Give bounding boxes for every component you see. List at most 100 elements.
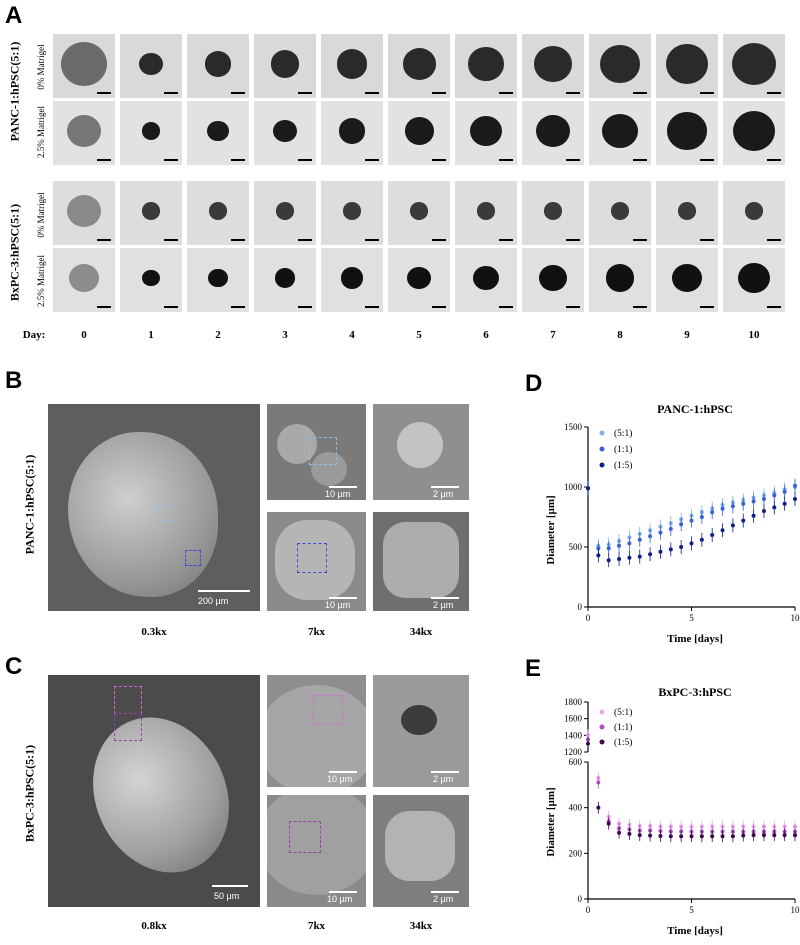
- x-tick-label: 10: [791, 613, 800, 623]
- spheroid-shape: [138, 52, 164, 76]
- panel-b-row-label: PANC-1:hPSC(5:1): [22, 454, 37, 555]
- sem-c-right-bottom: 2 µm: [373, 795, 469, 907]
- timelapse-image: [321, 248, 383, 312]
- timelapse-image: [723, 181, 785, 245]
- scale-bar: [566, 92, 580, 94]
- data-point: [793, 497, 797, 501]
- data-point: [668, 527, 673, 531]
- data-point: [720, 528, 725, 533]
- timelapse-image: [53, 181, 115, 245]
- scale-bar: [566, 159, 580, 161]
- chart-d-marks: [586, 478, 797, 568]
- spheroid-shape: [468, 47, 504, 81]
- spheroid-shape: [671, 263, 703, 293]
- spheroid-shape: [67, 194, 101, 228]
- panel-label-c: C: [5, 653, 23, 680]
- data-point: [761, 833, 766, 838]
- panel-c-mag-3: 34kx: [409, 920, 433, 932]
- data-point: [782, 501, 787, 506]
- spheroid-shape: [407, 266, 431, 290]
- sem-b-mid-bottom: 10 µm: [267, 512, 366, 611]
- timelapse-image: [53, 101, 115, 165]
- data-point: [586, 741, 590, 746]
- day-label: 1: [148, 329, 154, 341]
- data-point: [751, 833, 756, 838]
- day-label: 10: [748, 329, 760, 341]
- scale-bar: [767, 239, 781, 241]
- sem-c-right-bottom-scale-label: 2 µm: [433, 894, 454, 904]
- panel-b-mag-1: 0.3kx: [141, 626, 167, 638]
- data-point: [689, 541, 694, 546]
- timelapse-image: [187, 101, 249, 165]
- timelapse-image: [120, 101, 182, 165]
- scale-bar: [432, 159, 446, 161]
- timelapse-image: [656, 101, 718, 165]
- scale-bar: [700, 239, 714, 241]
- scale-bar: [365, 239, 379, 241]
- spheroid-shape: [601, 113, 639, 149]
- x-tick-label: 10: [791, 905, 800, 915]
- spheroid-shape: [410, 202, 428, 220]
- sem-c-inset-box-2: [114, 713, 142, 741]
- data-point: [710, 834, 715, 839]
- chart-d-ylabel: Diameter [µm]: [545, 495, 557, 564]
- data-point: [761, 497, 766, 501]
- data-point: [668, 547, 673, 552]
- scale-bar: [97, 239, 111, 241]
- legend-entry: (5:1): [614, 428, 632, 439]
- sem-c-main: 50 µm: [48, 675, 260, 907]
- timelapse-image: [388, 248, 450, 312]
- chart-e-title: BxPC-3:hPSC: [658, 685, 731, 699]
- chart-d-axes: 0 500 1000 1500 0 5 10: [564, 422, 800, 623]
- day-label: 3: [282, 329, 288, 341]
- scale-bar: [432, 92, 446, 94]
- day-axis-label: Day:: [22, 329, 46, 341]
- scale-bar: [164, 159, 178, 161]
- day-label: 4: [349, 329, 355, 341]
- spheroid-shape: [678, 202, 696, 220]
- data-point: [648, 552, 653, 557]
- legend-marker: [599, 462, 605, 468]
- data-point: [637, 554, 642, 559]
- scale-bar: [499, 92, 513, 94]
- data-point: [741, 501, 746, 506]
- data-point: [751, 499, 756, 504]
- spheroid-shape: [745, 202, 763, 220]
- data-point: [658, 833, 663, 838]
- timelapse-image: [388, 34, 450, 98]
- spheroid-shape: [600, 45, 640, 83]
- spheroid-shape: [204, 51, 232, 77]
- timelapse-image: [455, 101, 517, 165]
- timelapse-image: [455, 248, 517, 312]
- timelapse-image: [522, 181, 584, 245]
- data-point: [606, 546, 611, 551]
- data-point: [648, 833, 653, 838]
- data-point: [730, 834, 735, 839]
- timelapse-image: [321, 34, 383, 98]
- data-point: [720, 834, 725, 839]
- sem-b-right-bottom-scalebar: [431, 597, 459, 599]
- sem-c-mid-bottom-scale-label: 10 µm: [327, 894, 353, 904]
- sem-c-inset-box-1: [114, 686, 142, 714]
- sem-c-right-top-scale-label: 2 µm: [433, 774, 454, 784]
- chart-e-legend: (5:1) (1:1) (1:5): [599, 707, 632, 748]
- scale-bar: [633, 239, 647, 241]
- scale-bar: [767, 306, 781, 308]
- sem-b-mid-bottom-inset: [297, 543, 327, 573]
- data-point: [782, 489, 787, 494]
- panel-c-row-label: BxPC-3:hPSC(5:1): [22, 744, 37, 843]
- day-label: 6: [483, 329, 489, 341]
- sem-c-right-top: 2 µm: [373, 675, 469, 787]
- data-point: [627, 555, 632, 560]
- sem-b-mid-top-scale-label: 10 µm: [325, 489, 351, 499]
- scale-bar: [432, 306, 446, 308]
- sem-c-mid-top-inset: [313, 695, 343, 725]
- scale-bar: [231, 239, 245, 241]
- sem-c-mid-top-scale-label: 10 µm: [327, 774, 353, 784]
- legend-entry: (1:5): [614, 737, 632, 748]
- scale-bar: [97, 306, 111, 308]
- scale-bar: [633, 306, 647, 308]
- data-point: [627, 831, 632, 836]
- sem-b-main-scale-label: 200 µm: [198, 596, 229, 606]
- data-point: [793, 833, 797, 838]
